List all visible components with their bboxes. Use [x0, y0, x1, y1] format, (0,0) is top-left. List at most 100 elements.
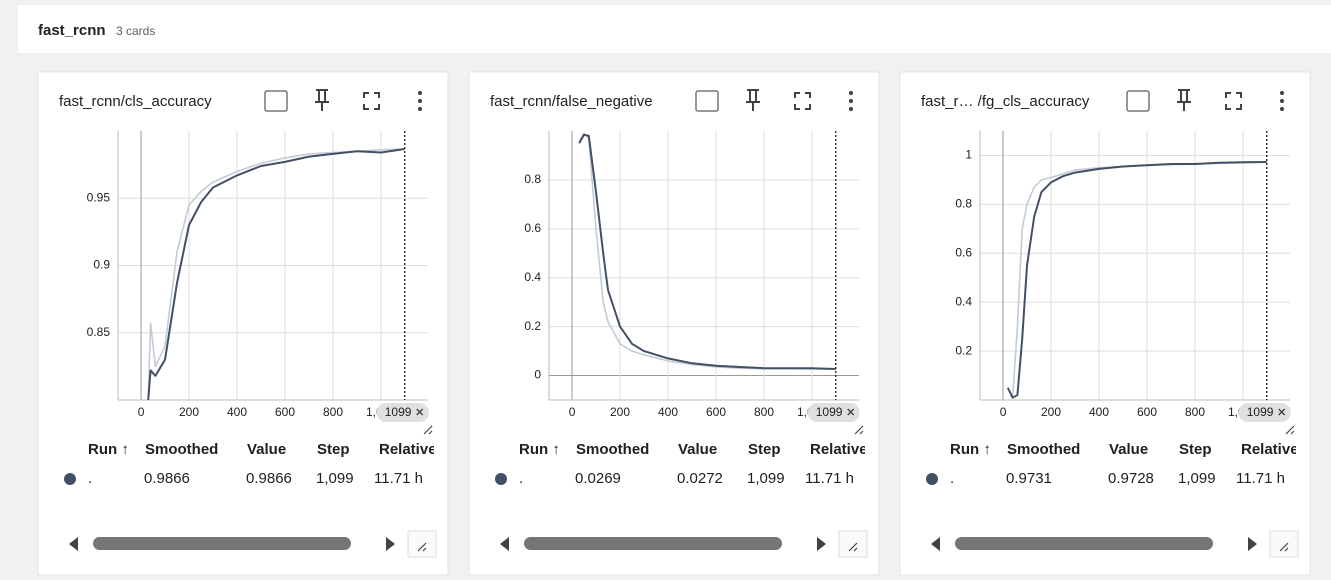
menu-dot[interactable] [849, 107, 853, 111]
fit-icon[interactable] [695, 90, 719, 112]
pin-icon[interactable] [315, 89, 329, 111]
y-tick-label: 0.4 [955, 294, 972, 308]
series-line [578, 133, 836, 370]
plot [1006, 161, 1267, 399]
menu-dot[interactable] [1280, 107, 1284, 111]
x-tick-label: 200 [1041, 405, 1061, 419]
resize-box[interactable] [838, 530, 868, 558]
menu-dot[interactable] [1280, 91, 1284, 95]
data-table: Run ↑ Smoothed Value Step Relative. 0.9731 0.9… [926, 441, 1296, 487]
menu-dot[interactable] [418, 107, 422, 111]
x-tick-label: 600 [275, 405, 295, 419]
column-header[interactable]: Run ↑ [519, 441, 560, 458]
y-tick-label: 0.8 [524, 172, 541, 186]
close-icon[interactable] [847, 408, 855, 416]
resize-icon [848, 542, 858, 552]
fit-icon[interactable] [1126, 90, 1150, 112]
x-tick-label: 0 [1000, 405, 1007, 419]
column-header: Value [247, 441, 286, 458]
x-tick-label: 0 [569, 405, 576, 419]
table-cell: 11.71 h [1236, 470, 1285, 487]
scroll-thumb[interactable] [93, 537, 351, 550]
fullscreen-icon[interactable] [363, 92, 380, 110]
menu-dot[interactable] [418, 99, 422, 103]
header-title: fast_rcnn [38, 22, 106, 39]
resize-icon[interactable] [1285, 425, 1295, 435]
card-title: fast_rcnn/cls_accuracy [59, 93, 212, 110]
column-header: Smoothed [145, 441, 218, 458]
step-badge [1238, 403, 1291, 422]
menu-dot[interactable] [1280, 99, 1284, 103]
step-badge [807, 403, 860, 422]
column-header: Smoothed [576, 441, 649, 458]
column-header: Value [1109, 441, 1148, 458]
resize-icon[interactable] [423, 425, 433, 435]
menu-dot[interactable] [418, 91, 422, 95]
table-cell: 1,099 [747, 470, 785, 487]
close-icon[interactable] [416, 408, 424, 416]
scroll-left[interactable] [69, 537, 78, 551]
y-tick-label: 0.95 [87, 190, 111, 204]
resize-box[interactable] [1269, 530, 1299, 558]
scroll-right[interactable] [1248, 537, 1257, 551]
x-tick-label: 800 [1185, 405, 1205, 419]
card-title: fast_rcnn/false_negative [490, 93, 653, 110]
x-tick-label: 200 [179, 405, 199, 419]
table-cell: 0.9731 [1006, 470, 1052, 487]
card [37, 71, 449, 576]
y-tick-label: 0.9 [93, 258, 110, 272]
plot [578, 132, 836, 370]
y-tick-label: 0.6 [524, 221, 541, 235]
fullscreen-icon[interactable] [794, 92, 811, 110]
column-header: Value [678, 441, 717, 458]
column-header[interactable]: Run ↑ [950, 441, 991, 458]
table-cell: 0.0272 [677, 470, 723, 487]
scroll-thumb[interactable] [955, 537, 1213, 550]
column-header: Step [1179, 441, 1212, 458]
data-table: Run ↑ Smoothed Value Step Relative. 0.9866 0.9… [64, 441, 437, 487]
fit-icon[interactable] [264, 90, 288, 112]
column-header: Relative [379, 441, 437, 458]
table-cell: . [519, 470, 523, 487]
header-subtitle: 3 cards [116, 24, 155, 38]
scroll-left[interactable] [931, 537, 940, 551]
data-table: Run ↑ Smoothed Value Step Relative. 0.0269 0.0… [495, 441, 865, 487]
step-badge [376, 403, 429, 422]
series-line [147, 148, 405, 400]
y-tick-label: 0.85 [87, 325, 111, 339]
y-tick-label: 0.2 [524, 319, 541, 333]
scroll-right[interactable] [386, 537, 395, 551]
pin-icon[interactable] [1177, 89, 1191, 111]
scroll-left[interactable] [500, 537, 509, 551]
x-tick-label: 200 [610, 405, 630, 419]
step-label: 1099 [816, 405, 843, 419]
x-tick-label: 800 [754, 405, 774, 419]
table-cell: 0.0269 [575, 470, 621, 487]
card [899, 71, 1311, 576]
close-icon[interactable] [1278, 408, 1286, 416]
run-color [64, 473, 76, 485]
run-color [926, 473, 938, 485]
scroll-thumb[interactable] [524, 537, 782, 550]
resize-box[interactable] [407, 530, 437, 558]
y-tick-label: 0.4 [524, 270, 541, 284]
table-cell: 1,099 [316, 470, 354, 487]
step-label: 1099 [1247, 405, 1274, 419]
resize-icon[interactable] [854, 425, 864, 435]
pin-icon[interactable] [746, 89, 760, 111]
x-tick-label: 600 [1137, 405, 1157, 419]
menu-dot[interactable] [849, 91, 853, 95]
scroll-right[interactable] [817, 537, 826, 551]
x-tick-label: 0 [138, 405, 145, 419]
menu-dot[interactable] [849, 99, 853, 103]
table-cell: . [950, 470, 954, 487]
y-tick-label: 0.8 [955, 197, 972, 211]
y-tick-label: 1 [965, 148, 972, 162]
x-tick-label: 400 [1089, 405, 1109, 419]
column-header[interactable]: Run ↑ [88, 441, 129, 458]
column-header: Step [317, 441, 350, 458]
fullscreen-icon[interactable] [1225, 92, 1242, 110]
y-tick-label: 0 [534, 368, 541, 382]
plot [147, 148, 405, 400]
